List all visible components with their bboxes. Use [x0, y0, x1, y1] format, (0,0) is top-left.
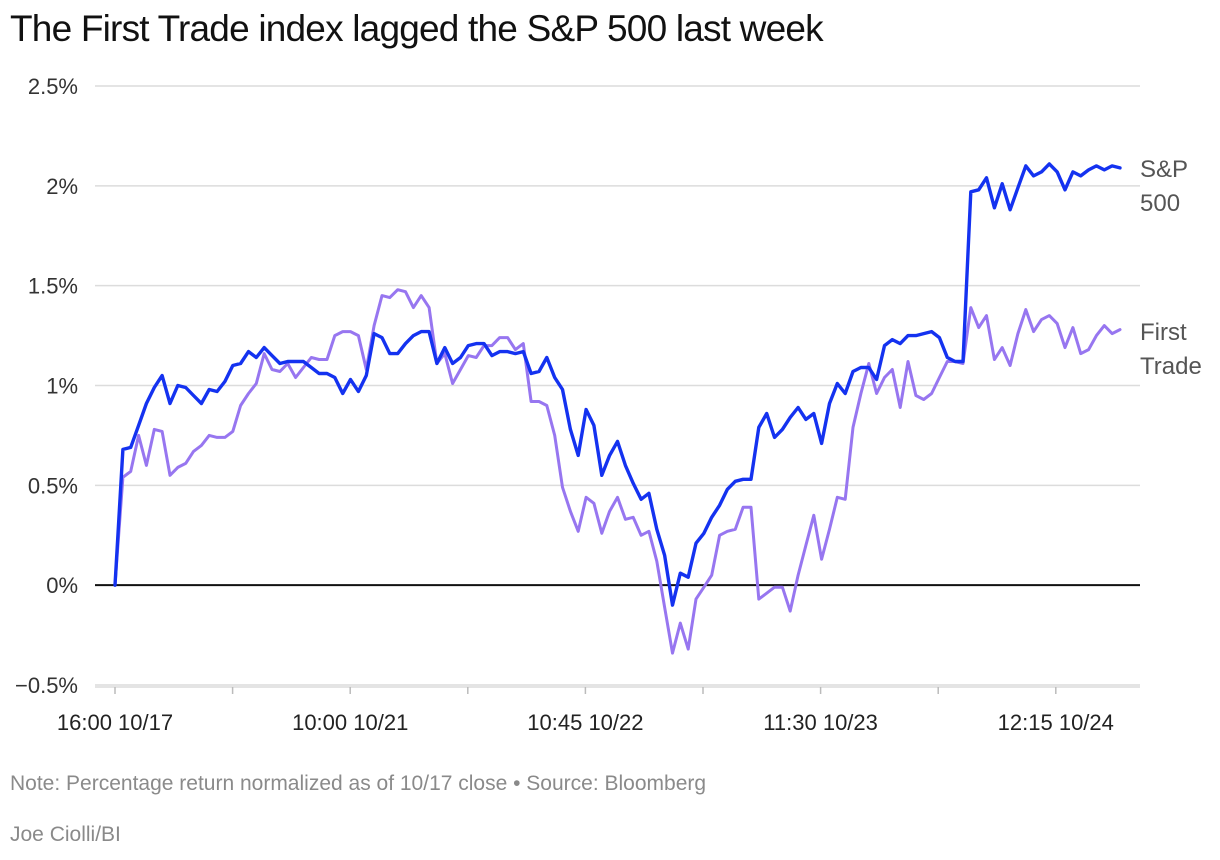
x-tick-label: 11:30 10/23 — [763, 710, 878, 735]
y-tick-label: 0% — [46, 573, 78, 598]
series-label: S&P — [1140, 156, 1188, 183]
y-tick-label: 1% — [46, 374, 78, 399]
x-axis: 16:00 10/17 10:00 10/21 10:45 10/22 11:30 1… — [57, 686, 1140, 735]
grid-lines — [95, 85, 1140, 686]
y-tick-label: 0.5% — [28, 473, 78, 498]
y-tick-label: 2.5% — [28, 74, 78, 99]
y-tick-label: 2% — [46, 174, 78, 199]
chart-credit: Joe Ciolli/BI — [10, 823, 121, 846]
series-label: 500 — [1140, 190, 1180, 217]
x-tick-label: 10:45 10/22 — [527, 710, 643, 735]
x-tick-label: 10:00 10/21 — [292, 710, 408, 735]
series-labels: S&P 500 First Trade — [1140, 156, 1202, 380]
series-line-first-trade — [113, 288, 1122, 655]
chart-note: Note: Percentage return normalized as of… — [10, 772, 707, 795]
series-lines — [113, 162, 1122, 655]
chart-title: The First Trade index lagged the S&P 500… — [10, 8, 824, 49]
x-tick-label: 16:00 10/17 — [57, 710, 173, 735]
y-axis-ticks: −0.5% 0% 0.5% 1% 1.5% 2% 2.5% — [15, 74, 78, 698]
series-line-s-p-500 — [113, 162, 1122, 607]
x-tick-label: 12:15 10/24 — [998, 710, 1114, 735]
y-tick-label: −0.5% — [15, 673, 78, 698]
y-tick-label: 1.5% — [28, 274, 78, 299]
series-label: Trade — [1140, 353, 1202, 380]
series-label: First — [1140, 319, 1187, 346]
